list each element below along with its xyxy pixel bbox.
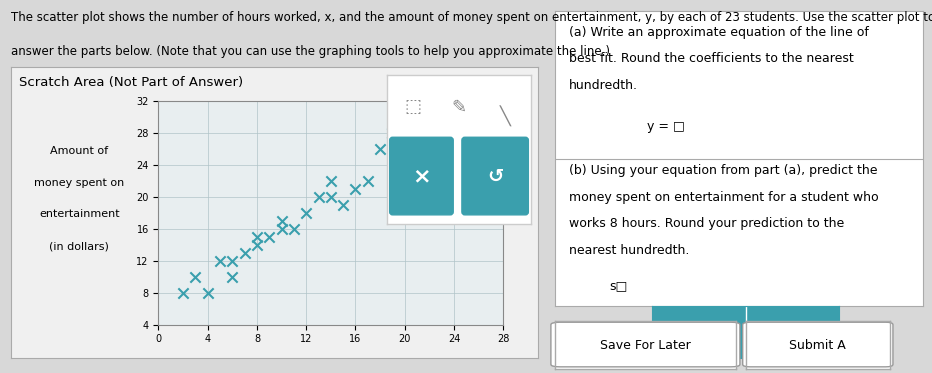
Point [311,194,326,200]
Text: y = □: y = □ [647,120,684,133]
Text: Scratch Area (Not Part of Answer): Scratch Area (Not Part of Answer) [19,76,243,89]
Text: ⬚: ⬚ [404,98,421,116]
Point [373,146,388,152]
Point [323,194,338,200]
Text: hundredth.: hundredth. [569,79,638,92]
Text: Submit A: Submit A [789,339,846,351]
Point [250,233,265,239]
Text: best fit. Round the coefficients to the nearest: best fit. Round the coefficients to the … [569,53,854,65]
FancyBboxPatch shape [743,322,893,367]
Text: Amount of: Amount of [50,146,108,156]
Point [299,210,314,216]
Text: money spent on: money spent on [34,178,124,188]
Point [323,178,338,184]
Text: entertainment: entertainment [39,210,119,219]
Point [225,258,240,264]
Text: ↺: ↺ [487,167,503,185]
FancyBboxPatch shape [462,137,528,215]
Text: works 8 hours. Round your prediction to the: works 8 hours. Round your prediction to … [569,217,844,231]
FancyBboxPatch shape [390,137,453,215]
Text: (in dollars): (in dollars) [49,241,109,251]
Text: ╲: ╲ [500,106,511,127]
Text: ↺: ↺ [786,323,799,341]
Point [188,273,203,279]
Point [262,233,277,239]
Point [274,226,289,232]
Point [175,289,190,295]
Text: ×: × [691,323,707,341]
Point [385,130,400,136]
Text: ✎: ✎ [451,98,467,116]
Point [212,258,227,264]
Text: s□: s□ [610,279,628,292]
Text: answer the parts below. (Note that you can use the graphing tools to help you ap: answer the parts below. (Note that you c… [11,45,610,58]
FancyBboxPatch shape [551,322,740,367]
Text: (b) Using your equation from part (a), predict the: (b) Using your equation from part (a), p… [569,164,878,178]
Point [361,178,376,184]
Point [250,242,265,248]
Text: The scatter plot shows the number of hours worked, x, and the amount of money sp: The scatter plot shows the number of hou… [11,11,932,24]
Point [348,186,363,192]
Point [274,217,289,223]
Text: nearest hundredth.: nearest hundredth. [569,244,690,257]
Text: money spent on entertainment for a student who: money spent on entertainment for a stude… [569,191,879,204]
Point [225,273,240,279]
Text: (a) Write an approximate equation of the line of: (a) Write an approximate equation of the… [569,26,870,39]
Point [336,202,350,208]
Point [200,289,215,295]
Text: Save For Later: Save For Later [600,339,691,351]
Point [286,226,301,232]
Text: ×: × [412,166,431,186]
Point [237,250,252,256]
Point [397,114,412,120]
